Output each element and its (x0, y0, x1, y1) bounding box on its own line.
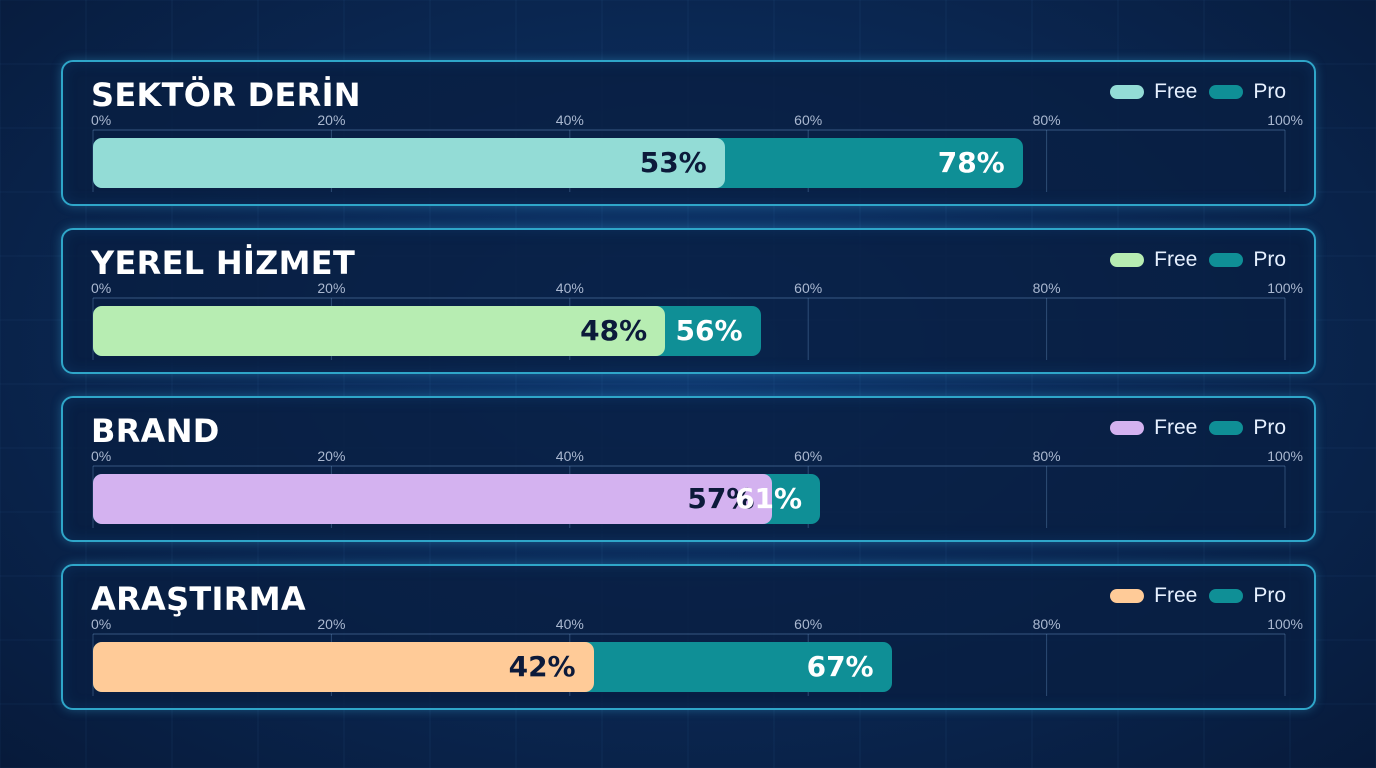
legend-item-pro: Pro (1209, 248, 1286, 272)
chart-panel: SEKTÖR DERİN Free Pro 0% 20% 40% 60% 80% 100% 53%… (61, 60, 1316, 206)
bar-free-value-label: 42% (508, 650, 576, 683)
legend-swatch (1110, 589, 1145, 603)
tick-label: 60% (794, 280, 822, 296)
legend-swatch (1209, 589, 1244, 603)
bar-pro-value-label: 67% (806, 650, 874, 683)
bar-pro-value-label: 61% (735, 482, 803, 515)
tick-label: 100% (1267, 112, 1303, 128)
bar-free-value-label: 57% (687, 482, 755, 515)
legend-label: Free (1154, 248, 1198, 271)
legend-swatch (1110, 421, 1145, 435)
bar-free-value-label: 48% (580, 314, 648, 347)
tick-label: 40% (556, 616, 584, 632)
tick-label: 100% (1267, 280, 1303, 296)
legend-item-pro: Pro (1209, 80, 1286, 104)
tick-label: 80% (1033, 448, 1061, 464)
tick-label: 0% (91, 448, 111, 464)
legend-item-free: Free (1110, 80, 1197, 104)
legend-item-free: Free (1110, 248, 1197, 272)
legend-label: Pro (1253, 416, 1286, 439)
legend-label: Pro (1253, 248, 1286, 271)
tick-label: 60% (794, 112, 822, 128)
tick-label: 20% (317, 448, 345, 464)
legend: Free Pro (1098, 80, 1286, 104)
bar-pro-value-label: 78% (937, 146, 1005, 179)
bar-free (93, 138, 725, 188)
legend-item-free: Free (1110, 584, 1197, 608)
tick-label: 40% (556, 112, 584, 128)
legend-swatch (1110, 253, 1145, 267)
legend-label: Free (1154, 584, 1198, 607)
legend: Free Pro (1098, 248, 1286, 272)
tick-label: 80% (1033, 112, 1061, 128)
legend-item-free: Free (1110, 416, 1197, 440)
tick-label: 80% (1033, 280, 1061, 296)
bar-free (93, 642, 594, 692)
legend-label: Pro (1253, 584, 1286, 607)
tick-label: 60% (794, 448, 822, 464)
chart-panel: YEREL HİZMET Free Pro 0% 20% 40% 60% 80% 100% 48%… (61, 228, 1316, 374)
bar-free (93, 306, 666, 356)
legend-swatch (1209, 85, 1244, 99)
panel-title: SEKTÖR DERİN (91, 76, 361, 114)
legend-label: Free (1154, 80, 1198, 103)
chart-panel: ARAŞTIRMA Free Pro 0% 20% 40% 60% 80% 100% 42% 67% (61, 564, 1316, 710)
tick-label: 80% (1033, 616, 1061, 632)
tick-label: 20% (317, 280, 345, 296)
tick-label: 0% (91, 280, 111, 296)
bar-free (93, 474, 773, 524)
panel-title: YEREL HİZMET (91, 244, 356, 282)
legend: Free Pro (1098, 416, 1286, 440)
tick-label: 0% (91, 112, 111, 128)
tick-label: 20% (317, 616, 345, 632)
tick-label: 100% (1267, 616, 1303, 632)
legend-label: Free (1154, 416, 1198, 439)
tick-label: 40% (556, 280, 584, 296)
tick-label: 20% (317, 112, 345, 128)
tick-label: 100% (1267, 448, 1303, 464)
tick-label: 40% (556, 448, 584, 464)
legend-swatch (1209, 421, 1244, 435)
panel-title: ARAŞTIRMA (91, 580, 306, 618)
tick-label: 0% (91, 616, 111, 632)
bar-free-value-label: 53% (639, 146, 707, 179)
tick-label: 60% (794, 616, 822, 632)
bar-pro-value-label: 56% (675, 314, 743, 347)
legend-swatch (1110, 85, 1145, 99)
panel-title: BRAND (91, 412, 220, 450)
axis: 0% 20% 40% 60% 80% 100% (91, 448, 1303, 528)
legend-item-pro: Pro (1209, 584, 1286, 608)
legend: Free Pro (1098, 584, 1286, 608)
legend-swatch (1209, 253, 1244, 267)
chart-panel: BRAND Free Pro 0% 20% 40% 60% 80% 100% 57% 61% (61, 396, 1316, 542)
legend-item-pro: Pro (1209, 416, 1286, 440)
legend-label: Pro (1253, 80, 1286, 103)
